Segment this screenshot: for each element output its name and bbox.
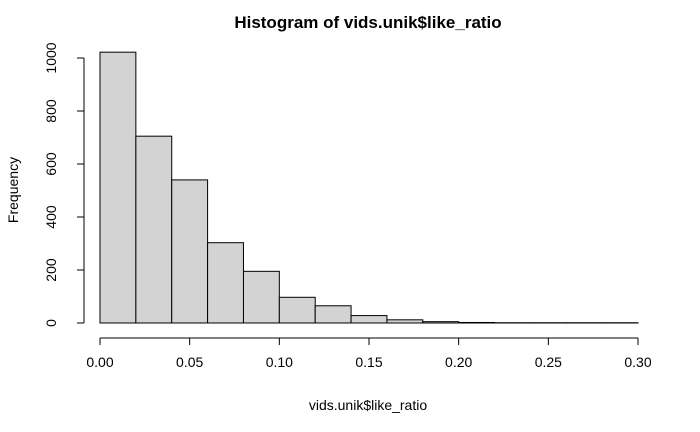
y-tick-label-5: 1000 — [43, 42, 59, 73]
x-tick-label-0: 0.00 — [86, 354, 113, 370]
y-axis: 0 200 400 600 800 1000 — [43, 42, 85, 327]
histogram-bar-10 — [458, 321, 496, 324]
x-tick-label-4: 0.20 — [445, 354, 472, 370]
histogram-bar-7 — [350, 315, 388, 324]
bars-group — [99, 51, 639, 324]
histogram-bar-2 — [171, 179, 209, 324]
y-tick-label-1: 200 — [43, 258, 59, 282]
chart-title: Histogram of vids.unik$like_ratio — [234, 13, 501, 32]
y-tick-label-0: 0 — [43, 319, 59, 327]
histogram-bar-8 — [386, 319, 424, 324]
histogram-bar-3 — [207, 242, 244, 324]
x-tick-label-5: 0.25 — [535, 354, 562, 370]
x-tick-label-1: 0.05 — [176, 354, 203, 370]
histogram-bar-4 — [242, 270, 280, 324]
histogram-bar-6 — [314, 305, 352, 324]
x-tick-label-3: 0.15 — [355, 354, 382, 370]
histogram-bar-5 — [278, 296, 316, 324]
histogram-bar-1 — [135, 135, 173, 324]
histogram-bar-9 — [422, 321, 460, 324]
y-tick-label-2: 400 — [43, 205, 59, 229]
x-axis-label: vids.unik$like_ratio — [309, 397, 427, 413]
x-axis: 0.00 0.05 0.10 0.15 0.20 0.25 0.30 — [86, 337, 652, 370]
x-tick-label-6: 0.30 — [624, 354, 651, 370]
y-tick-label-4: 800 — [43, 99, 59, 123]
y-axis-label: Frequency — [5, 157, 21, 223]
x-tick-label-2: 0.10 — [266, 354, 293, 370]
y-tick-label-3: 600 — [43, 152, 59, 176]
histogram-bar-0 — [99, 51, 137, 324]
